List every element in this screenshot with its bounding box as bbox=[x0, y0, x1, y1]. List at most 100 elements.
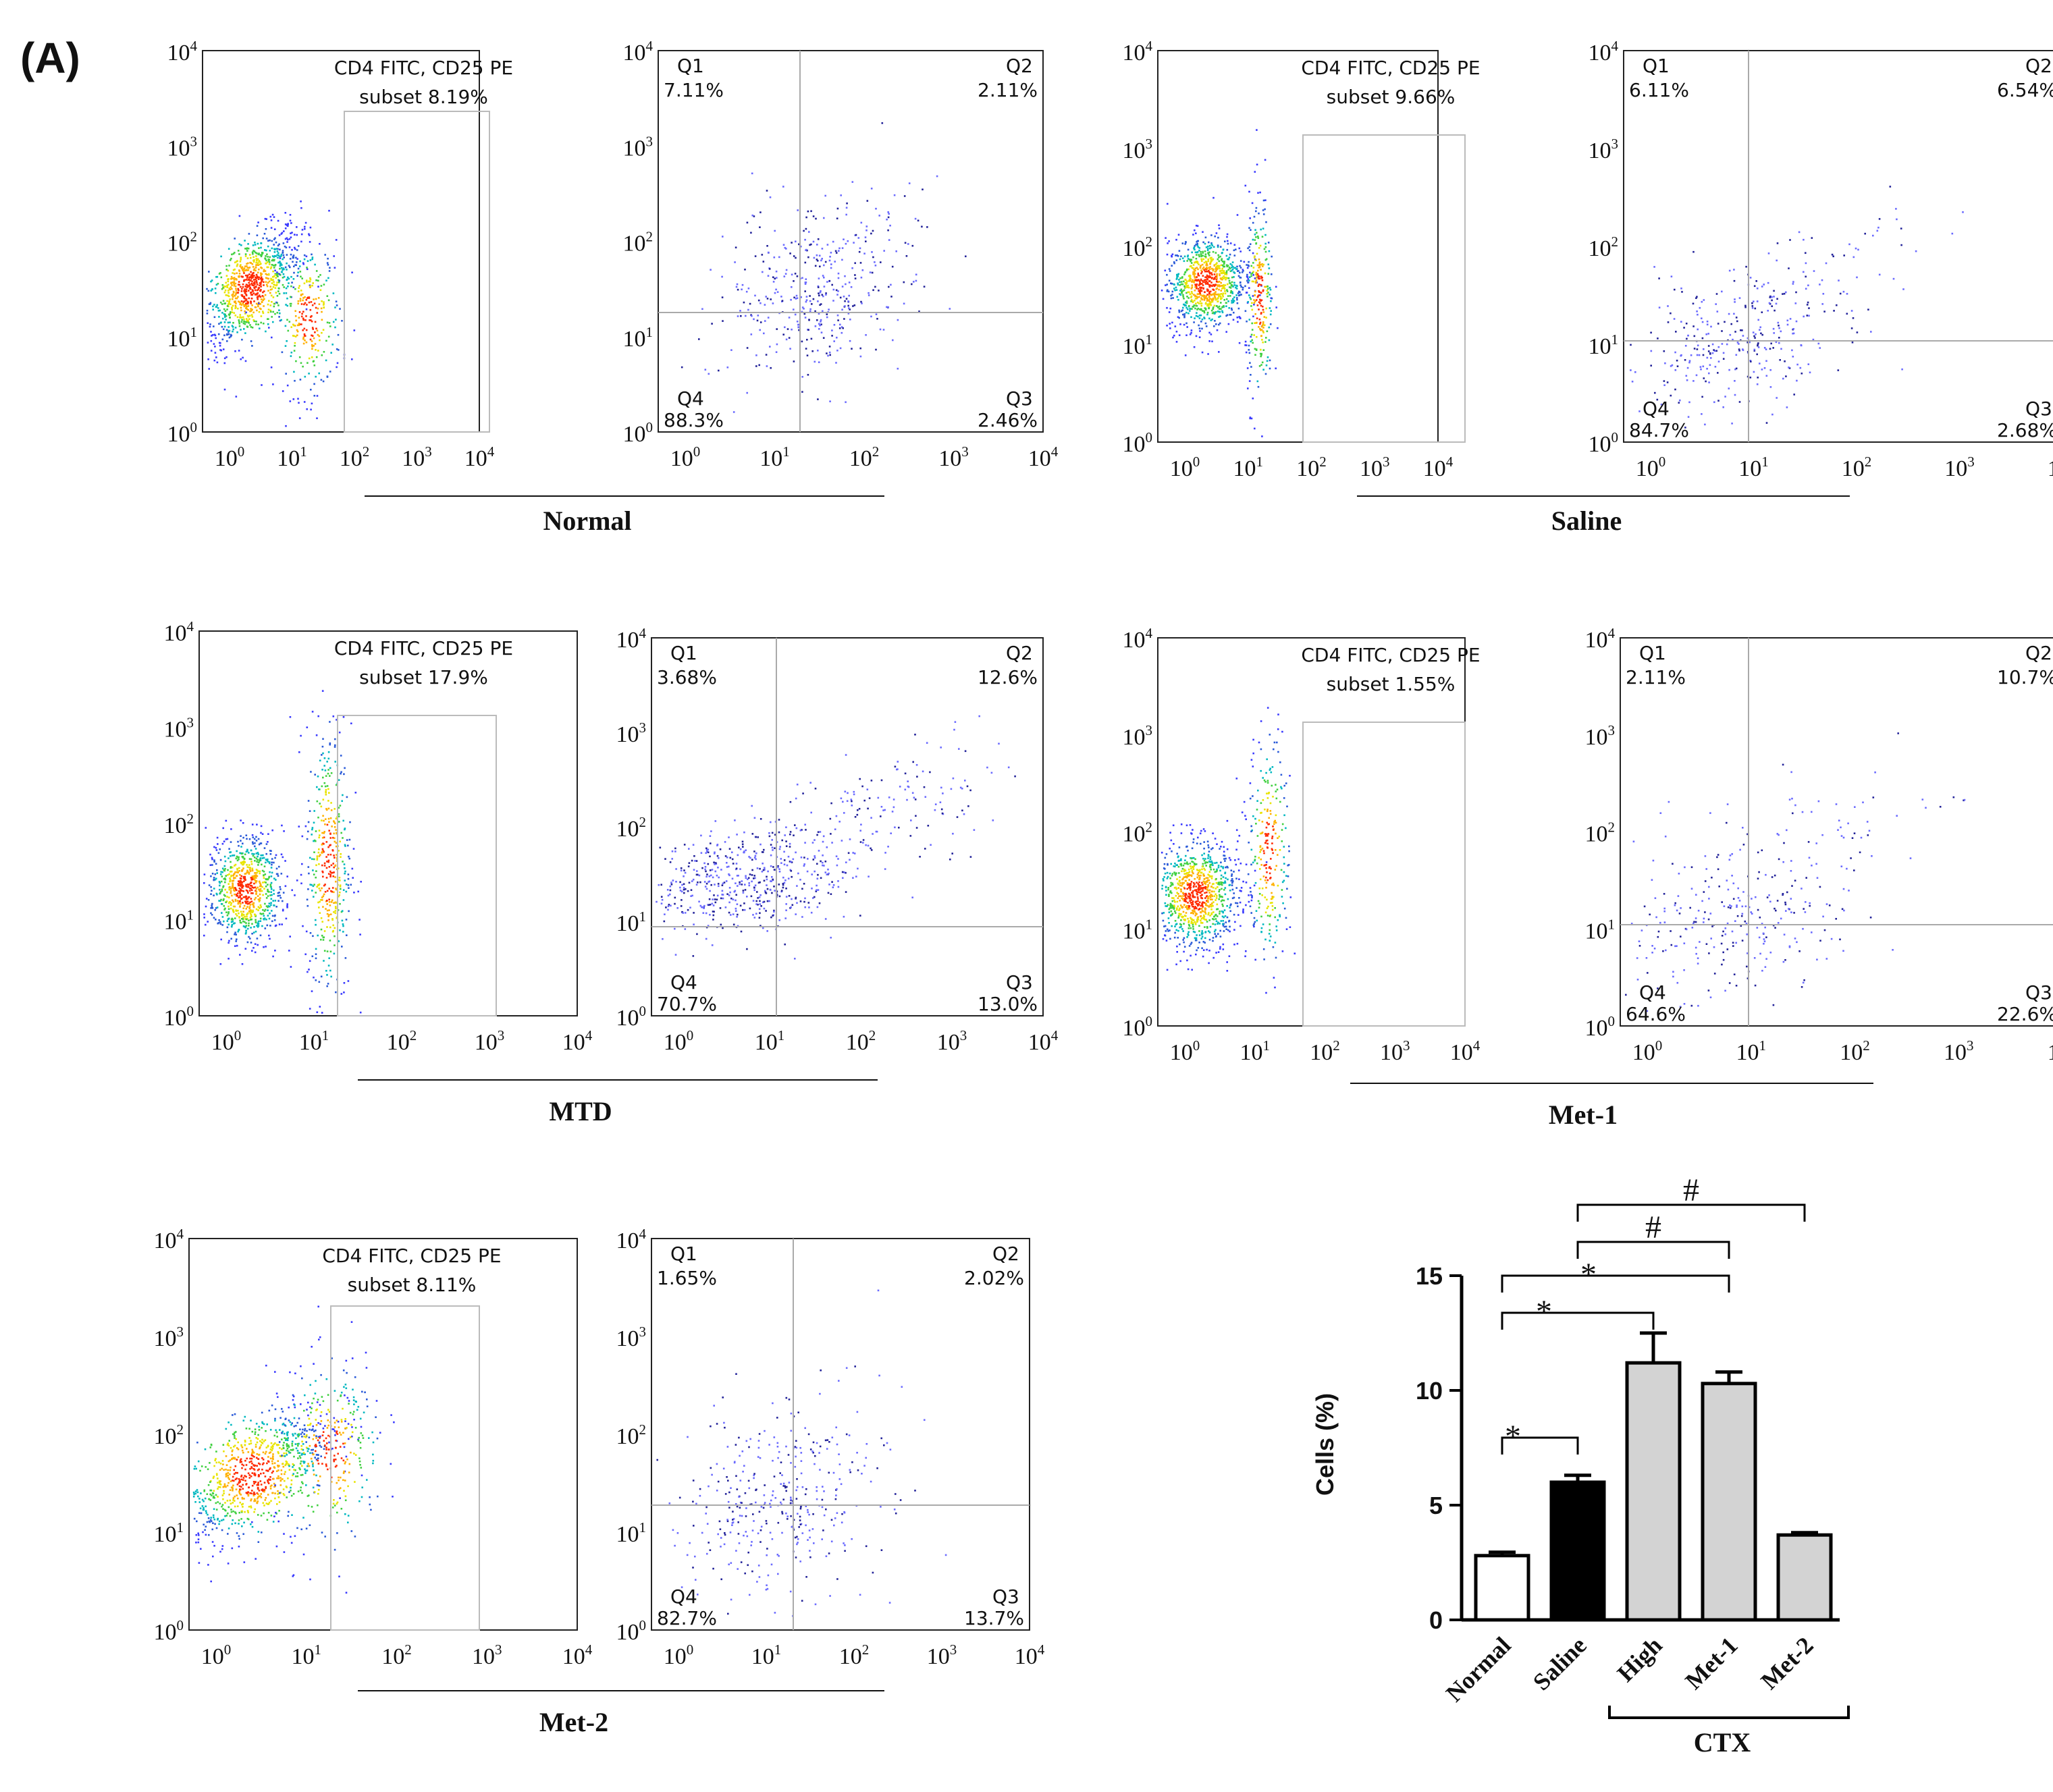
plot-frame bbox=[1157, 50, 1439, 443]
significance-bracket bbox=[1501, 1274, 1730, 1293]
gating-plot-events bbox=[1161, 129, 1279, 437]
x-tick-label: 104 bbox=[2048, 454, 2053, 481]
q3-percent: 2.46% bbox=[978, 409, 1038, 431]
y-tick-label: 101 bbox=[616, 1519, 647, 1547]
group-label: Met-1 bbox=[1549, 1099, 1618, 1130]
quadrant-plot-axes: 100 101 102 103 104 100 101 102 103 104 bbox=[616, 625, 1059, 1055]
x-tick-label: 104 bbox=[464, 443, 495, 471]
gating-plot-events bbox=[1161, 707, 1296, 994]
gate-subset-percent: subset 9.66% bbox=[1327, 86, 1456, 108]
y-tick-label: 100 bbox=[623, 419, 654, 447]
q1-percent: 6.11% bbox=[1629, 79, 1689, 101]
x-tick-label: 102 bbox=[1310, 1037, 1340, 1065]
q3-name: Q3 bbox=[1006, 387, 1033, 410]
q2-name: Q2 bbox=[2025, 642, 2052, 664]
x-tick-label: 101 bbox=[292, 1641, 322, 1669]
q2-name: Q2 bbox=[1006, 642, 1033, 664]
bar-met-1 bbox=[1701, 1382, 1757, 1622]
group-label: MTD bbox=[549, 1096, 612, 1126]
x-tick-label: 102 bbox=[1842, 454, 1872, 481]
x-tick-label: 100 bbox=[215, 443, 245, 471]
y-tick-label: 100 bbox=[616, 1003, 647, 1031]
y-tick-label: 104 bbox=[623, 38, 654, 65]
plot-frame bbox=[198, 630, 578, 1016]
q2-percent: 10.7% bbox=[1997, 666, 2053, 688]
quadrant-plot-axes: 100 101 102 103 104 100 101 102 103 104 bbox=[1585, 625, 2053, 1065]
y-tick-label: 100 bbox=[1585, 1013, 1616, 1041]
x-tick-label: 104 bbox=[562, 1027, 593, 1055]
x-tick-label: 100 bbox=[670, 443, 701, 471]
y-tick-label: 101 bbox=[167, 324, 198, 352]
bar-high bbox=[1625, 1361, 1682, 1622]
q1-name: Q1 bbox=[1639, 642, 1666, 664]
ctx-group-label: CTX bbox=[1694, 1727, 1751, 1758]
plot-frame bbox=[1623, 50, 2053, 443]
y-tick-label: 104 bbox=[1585, 625, 1616, 653]
x-tick-label: 101 bbox=[1240, 1037, 1271, 1065]
x-tick-label: 102 bbox=[849, 443, 880, 471]
q2-percent: 2.11% bbox=[978, 79, 1038, 101]
x-tick-label: 100 bbox=[664, 1641, 694, 1669]
y-tick-label: 104 bbox=[1589, 38, 1619, 65]
plot-frame bbox=[651, 637, 1044, 1016]
y-tick-label: 102 bbox=[164, 811, 194, 838]
quadrant-plot-axes: 100 101 102 103 104 100 101 102 103 104 bbox=[623, 38, 1059, 471]
x-tick-label: 103 bbox=[1360, 454, 1390, 481]
q2-name: Q2 bbox=[992, 1243, 1019, 1265]
x-tick-label: 102 bbox=[387, 1027, 417, 1055]
q1-name: Q1 bbox=[670, 1243, 697, 1265]
y-tick-label: 102 bbox=[1589, 234, 1619, 261]
x-tick-label: 101 bbox=[299, 1027, 329, 1055]
plot-frame bbox=[658, 50, 1044, 433]
x-tick-label: 103 bbox=[1944, 1037, 1974, 1065]
y-tick-label: 100 bbox=[616, 1617, 647, 1645]
y-tick-label: 103 bbox=[616, 1324, 647, 1351]
ctx-group-bracket bbox=[1608, 1706, 1850, 1719]
gating-plot-events bbox=[203, 690, 362, 1014]
gate-title: CD4 FITC, CD25 PE bbox=[1301, 644, 1480, 666]
plot-frame bbox=[1157, 637, 1466, 1027]
flow-panel-met-1: 100 101 102 103 104 100 101 102 103 104 CD4 FITC, … bbox=[1123, 625, 2053, 1130]
quadrant-plot-axes: 100 101 102 103 104 100 101 102 103 104 bbox=[616, 1226, 1045, 1669]
gating-plot-events bbox=[192, 1305, 395, 1594]
gating-plot-axes: 100 101 102 103 104 100 101 102 103 104 bbox=[1123, 38, 1454, 481]
plot-frame bbox=[1620, 637, 2053, 1027]
quadrant-plot-events bbox=[656, 1289, 947, 1617]
x-tick-label: 104 bbox=[1015, 1641, 1045, 1669]
flow-panel-mtd: 100 101 102 103 104 100 101 102 103 104 CD4 FITC, … bbox=[164, 618, 1059, 1126]
q3-name: Q3 bbox=[1006, 971, 1033, 994]
plot-frame bbox=[202, 50, 480, 433]
gate-rectangle bbox=[337, 715, 497, 1016]
q2-percent: 2.02% bbox=[964, 1267, 1024, 1289]
q1-percent: 3.68% bbox=[657, 666, 717, 688]
x-tick-label: 104 bbox=[1028, 1027, 1059, 1055]
y-tick-label: 102 bbox=[154, 1421, 184, 1449]
q4-name: Q4 bbox=[670, 1585, 697, 1608]
q3-name: Q3 bbox=[2025, 981, 2052, 1004]
bar-y-tick-label: 10 bbox=[1416, 1377, 1443, 1405]
significance-bracket bbox=[1501, 1311, 1655, 1330]
x-tick-label: 102 bbox=[340, 443, 370, 471]
x-tick-label: 104 bbox=[1423, 454, 1454, 481]
y-tick-label: 101 bbox=[1585, 916, 1616, 944]
group-label: Normal bbox=[543, 506, 631, 536]
bar-chart: 0 5 10 15 Cells (%) Normal Saline High Met-1 Met-… bbox=[1311, 1172, 1850, 1758]
q4-percent: 64.6% bbox=[1626, 1003, 1686, 1025]
x-tick-label: 101 bbox=[751, 1641, 782, 1669]
x-tick-label: 101 bbox=[1736, 1037, 1767, 1065]
y-tick-label: 103 bbox=[154, 1324, 184, 1351]
q4-name: Q4 bbox=[677, 387, 704, 410]
x-tick-label: 103 bbox=[1380, 1037, 1410, 1065]
y-tick-label: 103 bbox=[1585, 722, 1616, 750]
gate-subset-percent: subset 1.55% bbox=[1327, 673, 1456, 695]
gate-title: CD4 FITC, CD25 PE bbox=[334, 637, 513, 659]
x-tick-label: 103 bbox=[937, 1027, 967, 1055]
gate-subset-percent: subset 17.9% bbox=[359, 666, 488, 688]
flow-panel-saline: 100 101 102 103 104 100 101 102 103 104 CD4 FITC, … bbox=[1123, 38, 2053, 536]
q2-name: Q2 bbox=[2025, 55, 2052, 77]
x-tick-label: 101 bbox=[759, 443, 790, 471]
y-tick-label: 100 bbox=[167, 419, 198, 447]
y-tick-label: 104 bbox=[616, 1226, 647, 1253]
bar-y-tick-label: 0 bbox=[1429, 1606, 1443, 1634]
q1-name: Q1 bbox=[677, 55, 704, 77]
